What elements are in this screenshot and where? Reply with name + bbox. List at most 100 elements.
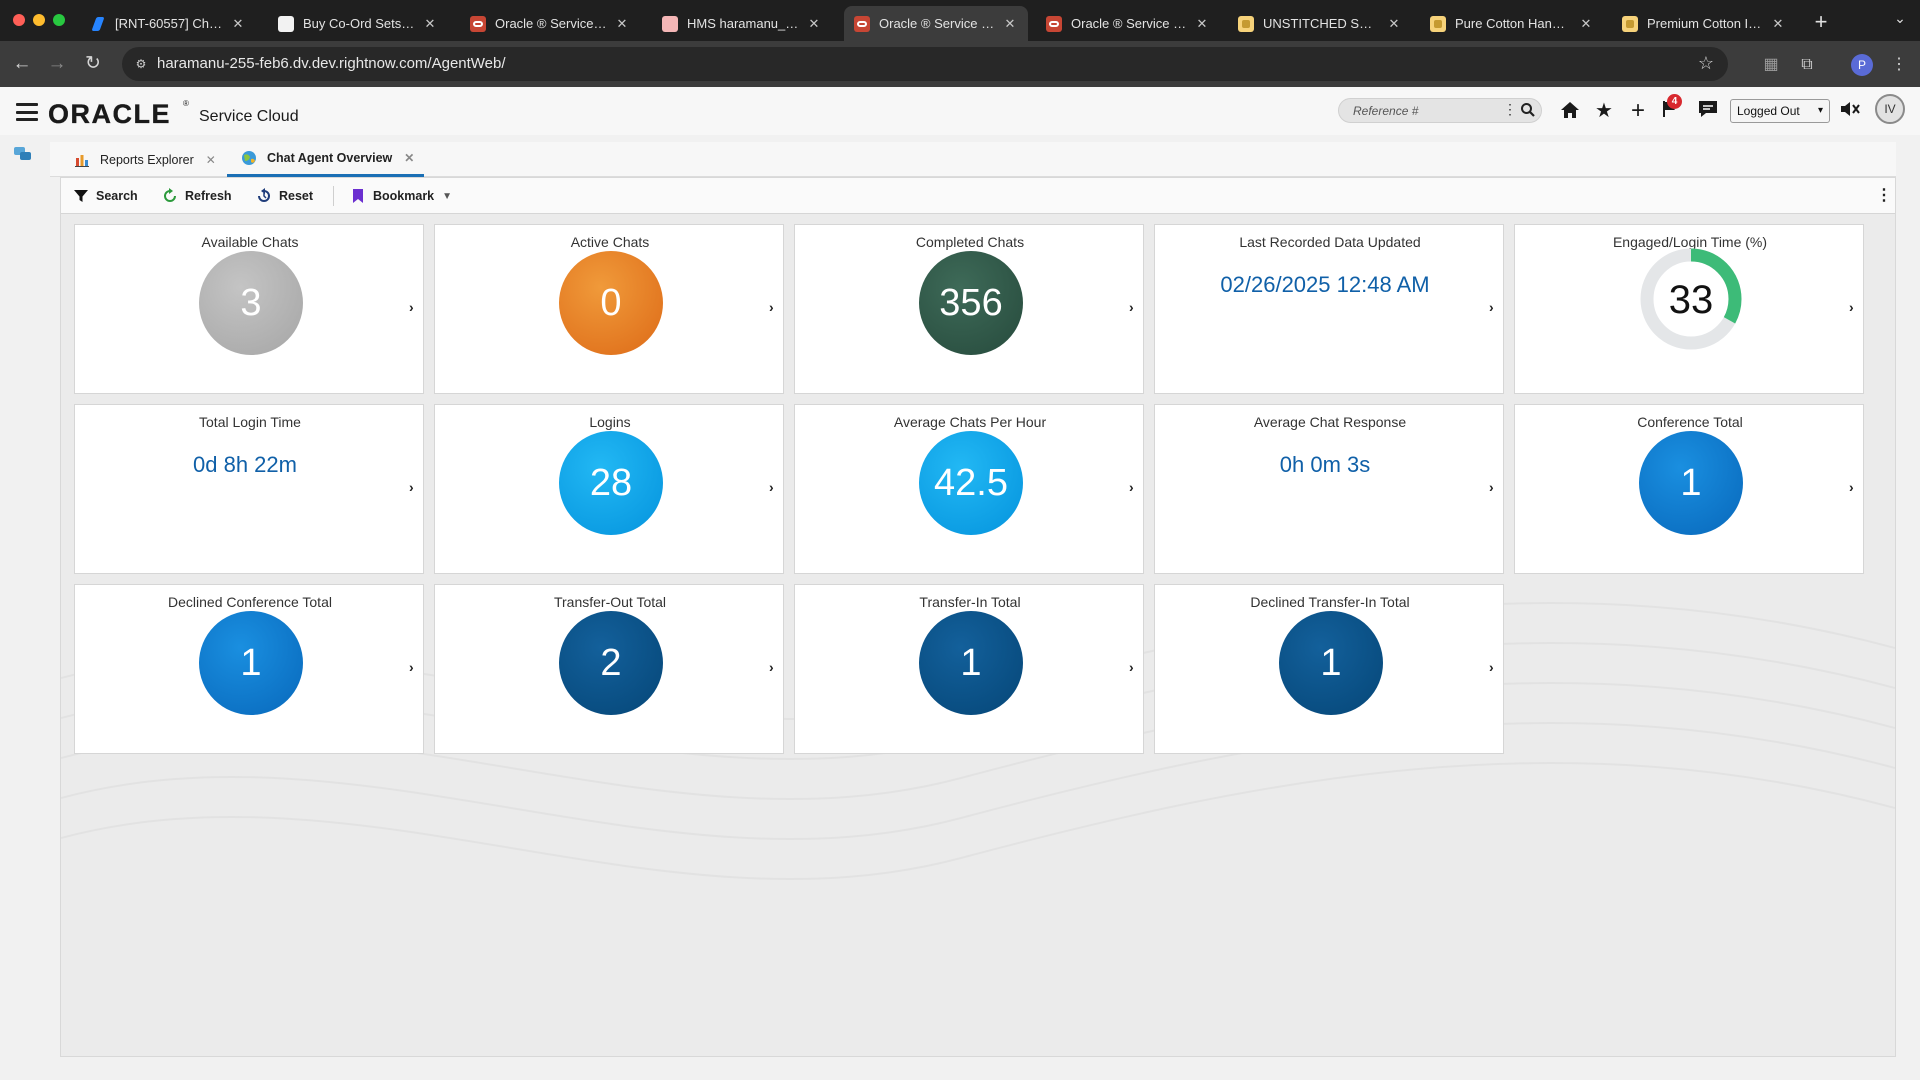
oracle-logo: ORACLE	[48, 99, 171, 129]
close-icon[interactable]: ✕	[205, 152, 216, 167]
reference-search-placeholder[interactable]: Reference #	[1353, 104, 1419, 118]
browser-tab[interactable]: Buy Co-Ord Sets For Women ✕	[268, 6, 448, 41]
window-zoom-button[interactable]	[53, 14, 65, 26]
browser-tab[interactable]: Oracle ® Service Cloud ✕	[1036, 6, 1220, 41]
page-icon	[278, 15, 294, 32]
add-plus-icon[interactable]: +	[1630, 97, 1645, 124]
close-icon[interactable]: ✕	[1580, 15, 1592, 31]
close-icon[interactable]: ✕	[404, 151, 415, 165]
reset-button[interactable]: Reset	[256, 178, 313, 214]
close-icon[interactable]: ✕	[616, 15, 628, 31]
tile-average-chats-per-hour[interactable]: Average Chats Per Hour 42.5 ›	[794, 404, 1144, 574]
refresh-button[interactable]: Refresh	[162, 178, 232, 214]
tile-average-chat-response[interactable]: Average Chat Response 0h 0m 3s ›	[1154, 404, 1504, 574]
more-options-kebab-icon[interactable]: ⋮	[1876, 187, 1892, 204]
tile-title: Available Chats	[201, 234, 299, 250]
search-options-kebab-icon[interactable]: ⋮	[1503, 101, 1517, 117]
drilldown-chevron-icon[interactable]: ›	[1489, 659, 1494, 675]
shop-icon	[1238, 15, 1254, 32]
drilldown-chevron-icon[interactable]: ›	[409, 479, 414, 495]
window-close-button[interactable]	[13, 14, 25, 26]
drilldown-chevron-icon[interactable]: ›	[769, 659, 774, 675]
reference-search-field[interactable]: Reference # ⋮	[1338, 98, 1542, 123]
service-cloud-app: ORACLE ® Service Cloud Reference # ⋮ ★ +…	[0, 87, 1920, 1080]
close-icon[interactable]: ✕	[232, 15, 244, 31]
forward-arrow-icon[interactable]: →	[47, 53, 67, 74]
bookmark-button-label: Bookmark	[373, 189, 435, 203]
browser-menu-icon[interactable]: ⋮	[1891, 56, 1907, 73]
tile-active-chats[interactable]: Active Chats 0 ›	[434, 224, 784, 394]
browser-tab[interactable]: Premium Cotton In Nav ✕	[1612, 6, 1796, 41]
tile-logins[interactable]: Logins 28 ›	[434, 404, 784, 574]
profile-avatar[interactable]: P	[1851, 54, 1873, 76]
chat-status-icon[interactable]	[1696, 99, 1720, 123]
drilldown-chevron-icon[interactable]: ›	[769, 299, 774, 315]
address-url[interactable]: haramanu-255-feb6.dv.dev.rightnow.com/Ag…	[157, 55, 506, 72]
chevron-down-icon[interactable]: ▼	[442, 190, 453, 202]
tile-engaged-login-time[interactable]: Engaged/Login Time (%) 33 ›	[1514, 224, 1864, 394]
close-icon[interactable]: ✕	[1196, 15, 1208, 31]
tile-conference-total[interactable]: Conference Total 1 ›	[1514, 404, 1864, 574]
close-icon[interactable]: ✕	[1004, 15, 1016, 31]
tile-available-chats[interactable]: Available Chats 3 ›	[74, 224, 424, 394]
refresh-button-label: Refresh	[185, 189, 232, 203]
browser-tab[interactable]: Pure Cotton Hand Block ✕	[1420, 6, 1604, 41]
favorites-star-icon[interactable]: ★	[1595, 100, 1613, 122]
reload-icon[interactable]: ↻	[85, 53, 101, 74]
browser-tab[interactable]: [RNT-60557] Check Item... ✕	[80, 6, 256, 41]
tile-transfer-in-total[interactable]: Transfer-In Total 1 ›	[794, 584, 1144, 754]
metric-circle: 1	[199, 611, 303, 715]
tab-search-chevron-icon[interactable]: ⌄	[1894, 10, 1906, 26]
agent-status-select[interactable]: Logged Out ▾	[1730, 99, 1830, 123]
browser-tab-active[interactable]: Oracle ® Service Cloud ✕	[844, 6, 1028, 41]
drilldown-chevron-icon[interactable]: ›	[409, 659, 414, 675]
home-icon[interactable]	[1558, 99, 1582, 123]
drilldown-chevron-icon[interactable]: ›	[1129, 659, 1134, 675]
drilldown-chevron-icon[interactable]: ›	[1489, 479, 1494, 495]
drilldown-chevron-icon[interactable]: ›	[1849, 479, 1854, 495]
new-tab-button[interactable]: +	[1814, 9, 1828, 34]
drilldown-chevron-icon[interactable]: ›	[1129, 299, 1134, 315]
extension-icon[interactable]: ▦	[1763, 56, 1779, 73]
site-info-icon[interactable]: ⚙	[135, 57, 147, 71]
user-avatar[interactable]: IV	[1875, 94, 1905, 124]
window-minimize-button[interactable]	[33, 14, 45, 26]
drilldown-chevron-icon[interactable]: ›	[1129, 479, 1134, 495]
tile-completed-chats[interactable]: Completed Chats 356 ›	[794, 224, 1144, 394]
tile-total-login-time[interactable]: Total Login Time 0d 8h 22m ›	[74, 404, 424, 574]
metric-circle: 1	[919, 611, 1023, 715]
close-icon[interactable]: ✕	[1388, 15, 1400, 31]
tile-last-recorded-data-updated[interactable]: Last Recorded Data Updated 02/26/2025 12…	[1154, 224, 1504, 394]
tab-reports-explorer[interactable]: Reports Explorer ✕	[74, 142, 216, 177]
browser-tab-title: Premium Cotton In Nav	[1647, 16, 1764, 31]
close-icon[interactable]: ✕	[808, 15, 820, 31]
bookmark-ribbon-icon	[353, 189, 363, 203]
close-icon[interactable]: ✕	[424, 15, 436, 31]
browser-tab-title: [RNT-60557] Check Item...	[115, 16, 224, 31]
browser-toolbar: ← → ↻ ⚙ haramanu-255-feb6.dv.dev.rightno…	[0, 41, 1920, 87]
bookmark-star-icon[interactable]: ☆	[1697, 53, 1714, 73]
drilldown-chevron-icon[interactable]: ›	[769, 479, 774, 495]
tab-chat-agent-overview[interactable]: Chat Agent Overview ✕	[227, 142, 425, 177]
bookmark-button[interactable]: Bookmark ▼	[350, 178, 452, 214]
chat-bubbles-icon[interactable]	[14, 147, 32, 163]
drilldown-chevron-icon[interactable]: ›	[1849, 299, 1854, 315]
drilldown-chevron-icon[interactable]: ›	[409, 299, 414, 315]
address-bar[interactable]: ⚙ haramanu-255-feb6.dv.dev.rightnow.com/…	[122, 47, 1728, 81]
browser-tab[interactable]: UNSTITCHED SETS – Shop ✕	[1228, 6, 1412, 41]
back-arrow-icon[interactable]: ←	[12, 53, 32, 74]
search-button[interactable]: Search	[73, 178, 138, 214]
browser-tab[interactable]: Oracle ® Service Cloud ✕	[460, 6, 640, 41]
browser-tab[interactable]: HMS haramanu_255_feb6 ✕	[652, 6, 832, 41]
search-icon[interactable]	[1520, 102, 1536, 118]
drilldown-chevron-icon[interactable]: ›	[1489, 299, 1494, 315]
browser-tab-title: Pure Cotton Hand Block	[1455, 16, 1572, 31]
mute-speaker-icon[interactable]	[1838, 99, 1862, 123]
close-icon[interactable]: ✕	[1772, 15, 1784, 31]
tile-declined-transfer-in-total[interactable]: Declined Transfer-In Total 1 ›	[1154, 584, 1504, 754]
tile-declined-conference-total[interactable]: Declined Conference Total 1 ›	[74, 584, 424, 754]
metric-tile-grid: Available Chats 3 › Active Chats 0 › Com…	[74, 224, 1884, 794]
hamburger-menu-icon[interactable]	[16, 103, 38, 121]
tile-transfer-out-total[interactable]: Transfer-Out Total 2 ›	[434, 584, 784, 754]
extensions-puzzle-icon[interactable]: ⧉	[1801, 56, 1813, 73]
